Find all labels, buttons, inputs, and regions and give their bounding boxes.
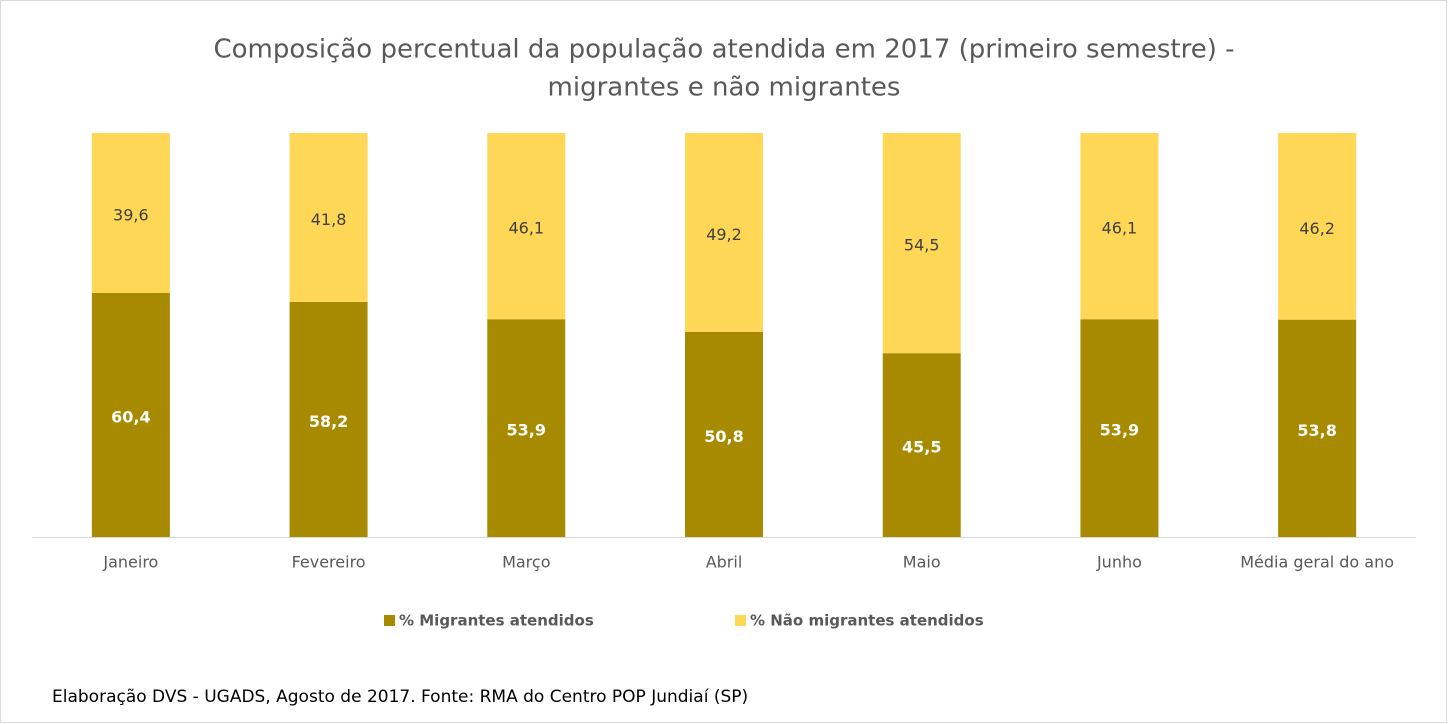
data-label: 46,1 (1102, 219, 1138, 238)
x-tick-label: Março (502, 553, 550, 572)
legend-swatch (384, 615, 395, 626)
x-tick-label: Abril (706, 553, 743, 572)
data-label: 53,9 (1100, 421, 1139, 440)
bar-segment (1080, 319, 1159, 537)
data-label: 58,2 (309, 412, 348, 431)
chart-title: Composição percentual da população atend… (213, 35, 1234, 65)
x-tick-label: Janeiro (102, 553, 158, 572)
data-label: 45,5 (902, 438, 941, 457)
data-label: 53,9 (507, 421, 546, 440)
data-label: 54,5 (904, 236, 940, 255)
bar-segment (1278, 319, 1357, 537)
data-label: 53,8 (1297, 421, 1336, 440)
x-tick-label: Junho (1096, 553, 1142, 572)
legend-swatch (735, 615, 746, 626)
bar-segment (685, 133, 763, 332)
x-tick-label: Fevereiro (292, 553, 366, 572)
x-tick-label: Maio (903, 553, 941, 572)
data-label: 60,4 (111, 407, 150, 426)
legend-label: % Migrantes atendidos (399, 612, 594, 630)
bar-segment (487, 133, 566, 320)
bar-segment (289, 133, 368, 302)
bar-segment (91, 133, 170, 293)
bar-segment (1278, 133, 1357, 320)
data-label: 39,6 (113, 205, 149, 224)
data-label: 49,2 (706, 225, 742, 244)
legend-label: % Não migrantes atendidos (750, 612, 984, 630)
bar-segment (882, 353, 961, 537)
bar-segment (487, 319, 566, 537)
x-tick-label: Média geral do ano (1240, 553, 1394, 572)
bar-segment (685, 331, 763, 537)
bar-segment (882, 133, 961, 354)
bar-segment (91, 292, 170, 537)
bar-segment (1080, 133, 1159, 320)
chart-title: migrantes e não migrantes (548, 73, 901, 103)
data-label: 41,8 (311, 210, 347, 229)
data-label: 50,8 (704, 427, 743, 446)
footnote: Elaboração DVS - UGADS, Agosto de 2017. … (52, 687, 748, 707)
data-label: 46,1 (508, 219, 544, 238)
bar-segment (289, 301, 368, 537)
data-label: 46,2 (1299, 219, 1335, 238)
